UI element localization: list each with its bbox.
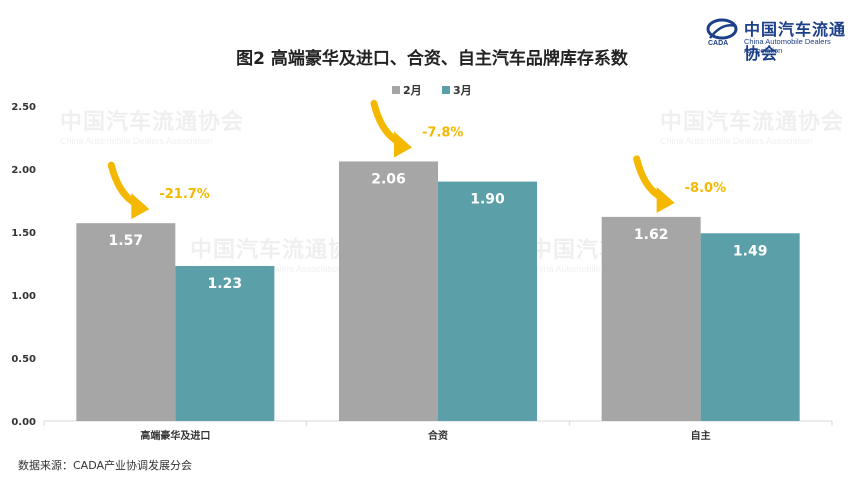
y-axis: 0.00 0.50 1.00 1.50 2.00 2.50 xyxy=(11,102,36,428)
y-tick-label: 0.50 xyxy=(11,354,36,365)
source-note: 数据来源：CADA产业协调发展分会 xyxy=(18,459,193,472)
legend-swatch xyxy=(392,86,400,94)
x-axis: 高端豪华及进口 合资 自主 xyxy=(43,420,833,442)
data-label: 1.23 xyxy=(208,276,243,292)
legend-swatch xyxy=(442,86,450,94)
logo-en-text: China Automobile Dealers Association xyxy=(744,37,831,55)
cada-logo: CADA 中国汽车流通协会 China Automobile Dealers A… xyxy=(704,14,854,63)
arrow-head-icon xyxy=(131,193,150,220)
svg-text:CADA: CADA xyxy=(708,40,728,46)
bar xyxy=(339,161,438,421)
chart-title: 图2 高端豪华及进口、合资、自主汽车品牌库存系数 xyxy=(236,49,628,69)
change-annotation: -21.7% xyxy=(159,187,210,202)
legend-label: 3月 xyxy=(453,84,472,97)
data-label: 1.49 xyxy=(733,243,768,259)
bar xyxy=(438,181,537,421)
x-tick-label: 高端豪华及进口 xyxy=(140,429,210,442)
data-label: 2.06 xyxy=(371,171,406,187)
data-label: 1.90 xyxy=(470,192,505,208)
logo-cn-text: 中国汽车流通协会 xyxy=(744,20,847,63)
bars: 1.57 1.23 2.06 1.90 1.62 1.49 xyxy=(76,161,800,421)
y-tick-label: 1.00 xyxy=(11,291,36,302)
arrow-head-icon xyxy=(656,186,675,213)
bar xyxy=(175,266,275,421)
cada-logo-icon: CADA xyxy=(706,18,738,46)
bar xyxy=(76,223,176,421)
data-label: 1.62 xyxy=(634,227,669,243)
x-tick-label: 合资 xyxy=(427,429,448,442)
change-annotation: -8.0% xyxy=(685,181,726,196)
bar xyxy=(601,216,701,421)
y-tick-label: 2.00 xyxy=(11,165,36,176)
x-tick-label: 自主 xyxy=(691,429,711,442)
legend: 2月 3月 xyxy=(392,84,472,97)
arrow-head-icon xyxy=(394,131,412,158)
y-tick-label: 1.50 xyxy=(11,228,36,239)
data-label: 1.57 xyxy=(109,233,144,249)
bar xyxy=(700,233,800,421)
change-annotation: -7.8% xyxy=(422,125,463,140)
y-tick-label: 2.50 xyxy=(11,102,36,113)
annotations: -21.7% -7.8% -8.0% xyxy=(107,99,726,220)
y-tick-label: 0.00 xyxy=(11,417,36,428)
legend-label: 2月 xyxy=(403,84,422,97)
